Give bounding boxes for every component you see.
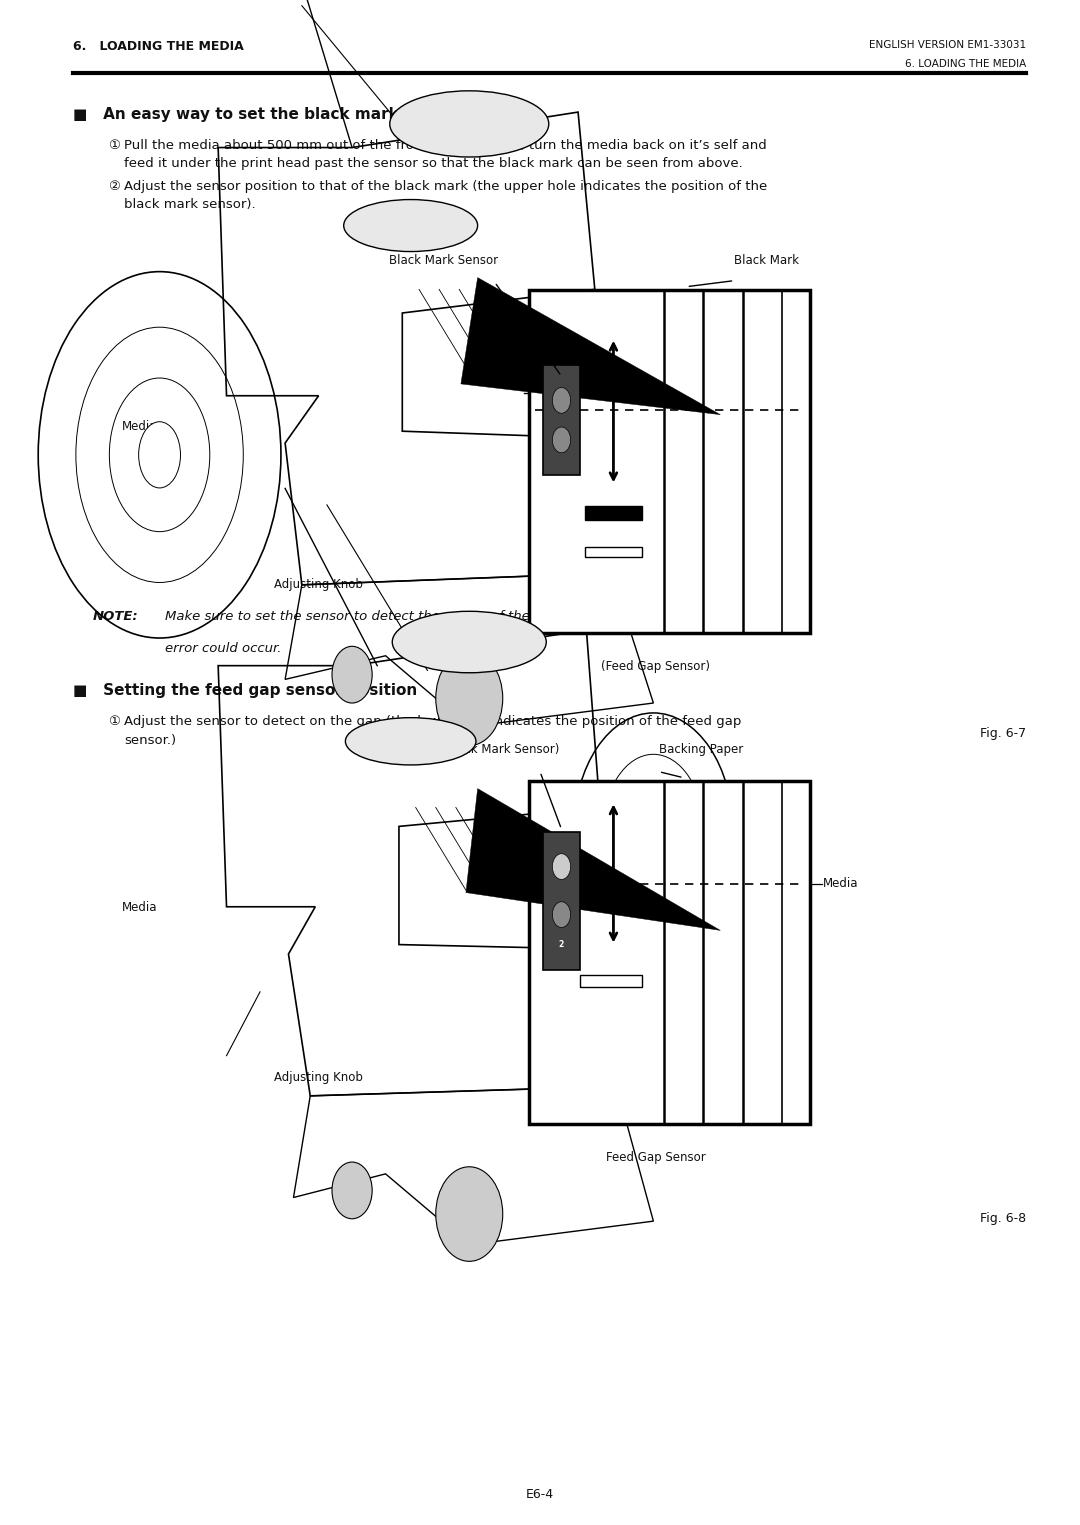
Text: Adjusting Knob: Adjusting Knob [274,578,363,592]
Text: Adjusting Knob: Adjusting Knob [274,1071,363,1084]
Bar [585,547,642,557]
Bar [585,506,642,520]
Text: Media: Media [122,421,158,433]
Text: ②: ② [108,180,120,194]
Bar [543,364,580,474]
Circle shape [552,901,570,927]
Text: (Black Mark Sensor): (Black Mark Sensor) [441,743,559,756]
Circle shape [435,1167,503,1261]
Bar [529,781,810,1124]
Text: NOTE:: NOTE: [93,610,138,624]
Text: Pull the media about 500 mm out of the front of the printer, turn the media back: Pull the media about 500 mm out of the f… [124,139,767,171]
Text: Black Mark Sensor: Black Mark Sensor [389,253,498,267]
Text: ①: ① [108,715,120,729]
Bar [580,974,642,987]
Circle shape [552,854,570,880]
Text: Media: Media [122,901,158,913]
Text: error could occur.: error could occur. [165,642,282,656]
Bar [543,833,580,970]
Text: Media: Media [823,877,859,891]
Text: ■   An easy way to set the black mark sensor position: ■ An easy way to set the black mark sens… [73,107,536,122]
Text: Adjust the sensor position to that of the black mark (the upper hole indicates t: Adjust the sensor position to that of th… [124,180,768,212]
Ellipse shape [392,612,546,673]
Circle shape [552,387,570,413]
Text: (Feed Gap Sensor): (Feed Gap Sensor) [602,660,710,674]
Ellipse shape [138,422,180,488]
Text: Adjust the sensor to detect on the gap (the lower hole indicates the position of: Adjust the sensor to detect on the gap (… [124,715,742,747]
Text: 6. LOADING THE MEDIA: 6. LOADING THE MEDIA [905,59,1026,70]
Text: Feed Gap Sensor: Feed Gap Sensor [606,1151,705,1165]
Text: Fig. 6-7: Fig. 6-7 [980,727,1026,741]
Ellipse shape [346,718,476,766]
Text: 6.   LOADING THE MEDIA: 6. LOADING THE MEDIA [73,40,244,53]
Text: ■   Setting the feed gap sensor position: ■ Setting the feed gap sensor position [73,683,418,698]
Text: Make sure to set the sensor to detect the center of the black mark, otherwise a : Make sure to set the sensor to detect th… [165,610,765,624]
Text: Fig. 6-8: Fig. 6-8 [980,1212,1026,1226]
Circle shape [552,427,570,453]
Ellipse shape [390,92,549,157]
Bar [529,290,810,633]
Polygon shape [461,278,720,415]
Polygon shape [465,788,720,930]
Text: Backing Paper: Backing Paper [659,743,743,756]
Ellipse shape [343,200,477,252]
Text: ①: ① [108,139,120,153]
Text: 2: 2 [558,941,564,950]
Text: Black Mark: Black Mark [734,253,799,267]
Text: ENGLISH VERSION EM1-33031: ENGLISH VERSION EM1-33031 [869,40,1026,50]
Circle shape [332,1162,373,1218]
Circle shape [435,651,503,746]
Circle shape [332,647,373,703]
Text: E6-4: E6-4 [526,1488,554,1501]
